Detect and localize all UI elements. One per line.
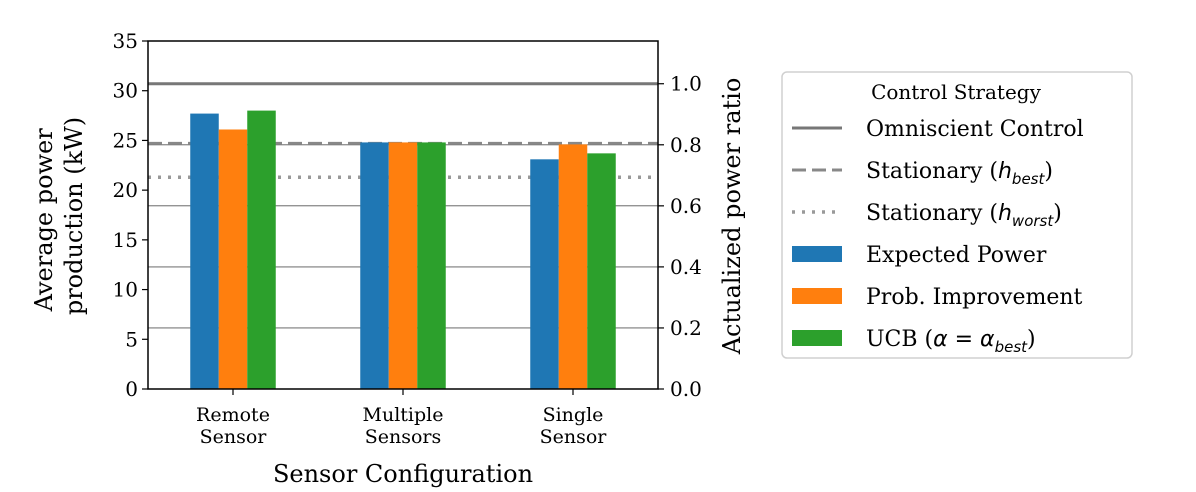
bar-prob-2 — [558, 144, 588, 389]
legend-label-var: h — [998, 159, 1012, 184]
legend-label-end: ) — [1053, 201, 1062, 226]
bars — [190, 110, 616, 389]
legend-label-var: α = α — [933, 327, 995, 352]
legend-label-1: Stationary (hbest) — [866, 159, 1053, 188]
y2-tick-label-1: 0.2 — [670, 316, 702, 340]
legend-label-5: UCB (α = αbest) — [866, 327, 1036, 356]
y2-axis-label: Actualized power ratio — [718, 78, 746, 356]
legend: Control Strategy Omniscient Control Stati… — [781, 71, 1133, 359]
bar-expected-0 — [190, 113, 219, 389]
bar-ucb-0 — [247, 110, 276, 389]
y-tick-label-0: 0 — [125, 377, 138, 401]
y-tick-label-6: 30 — [113, 79, 138, 103]
legend-label-4: Prob. Improvement — [866, 285, 1083, 310]
legend-title: Control Strategy — [871, 80, 1042, 104]
legend-label-sub: worst — [1012, 212, 1054, 230]
legend-label-2: Stationary (hworst) — [866, 201, 1062, 230]
right-y-axis: 0.0 0.2 0.4 0.6 0.8 1.0 — [658, 72, 702, 401]
y-axis-label-line-2: production (kW) — [60, 117, 88, 315]
x-tick-label-0-1: Sensor — [200, 426, 268, 448]
y2-tick-label-2: 0.4 — [670, 255, 702, 279]
y2-tick-label-4: 0.8 — [670, 133, 702, 157]
legend-label-end: ) — [1027, 327, 1036, 352]
left-y-axis: 0 5 10 15 20 25 30 35 — [113, 29, 148, 401]
y2-tick-label-0: 0.0 — [670, 377, 702, 401]
y-tick-label-3: 15 — [113, 228, 138, 252]
x-tick-label-1-0: Multiple — [363, 404, 444, 426]
legend-label-sub: best — [1012, 170, 1046, 188]
legend-label-sub: best — [995, 338, 1029, 356]
x-axis-label: Sensor Configuration — [273, 460, 533, 488]
bar-prob-0 — [218, 129, 248, 389]
legend-label-var: h — [998, 201, 1012, 226]
legend-patch-4 — [792, 288, 842, 304]
x-tick-label-2-1: Sensor — [540, 426, 608, 448]
legend-label-text: UCB ( — [866, 327, 933, 352]
legend-label-3: Expected Power — [866, 243, 1047, 268]
y-tick-label-1: 5 — [125, 327, 138, 351]
legend-patch-5 — [792, 330, 842, 346]
y-tick-label-4: 20 — [113, 178, 138, 202]
bar-ucb-2 — [587, 153, 616, 389]
legend-box — [781, 71, 1133, 359]
bar-prob-1 — [388, 142, 418, 389]
y2-tick-label-3: 0.6 — [670, 194, 702, 218]
legend-label-text: Stationary ( — [866, 159, 998, 184]
y2-tick-label-5: 1.0 — [670, 72, 702, 96]
legend-label-text: Stationary ( — [866, 201, 998, 226]
legend-label-end: ) — [1044, 159, 1053, 184]
bar-ucb-1 — [417, 142, 446, 389]
x-tick-label-0-0: Remote — [196, 404, 270, 426]
legend-label-0: Omniscient Control — [866, 117, 1084, 142]
x-tick-label-1-1: Sensors — [365, 426, 442, 448]
y-axis-label: Average power production (kW) — [30, 117, 88, 315]
bar-expected-1 — [360, 142, 389, 389]
y-tick-label-2: 10 — [113, 278, 138, 302]
legend-patch-3 — [792, 246, 842, 262]
x-tick-label-2-0: Single — [543, 404, 604, 426]
y-axis-label-line-1: Average power — [30, 128, 58, 313]
y-tick-label-5: 25 — [113, 128, 138, 152]
bar-expected-2 — [530, 159, 559, 389]
y-tick-label-7: 35 — [113, 29, 138, 53]
